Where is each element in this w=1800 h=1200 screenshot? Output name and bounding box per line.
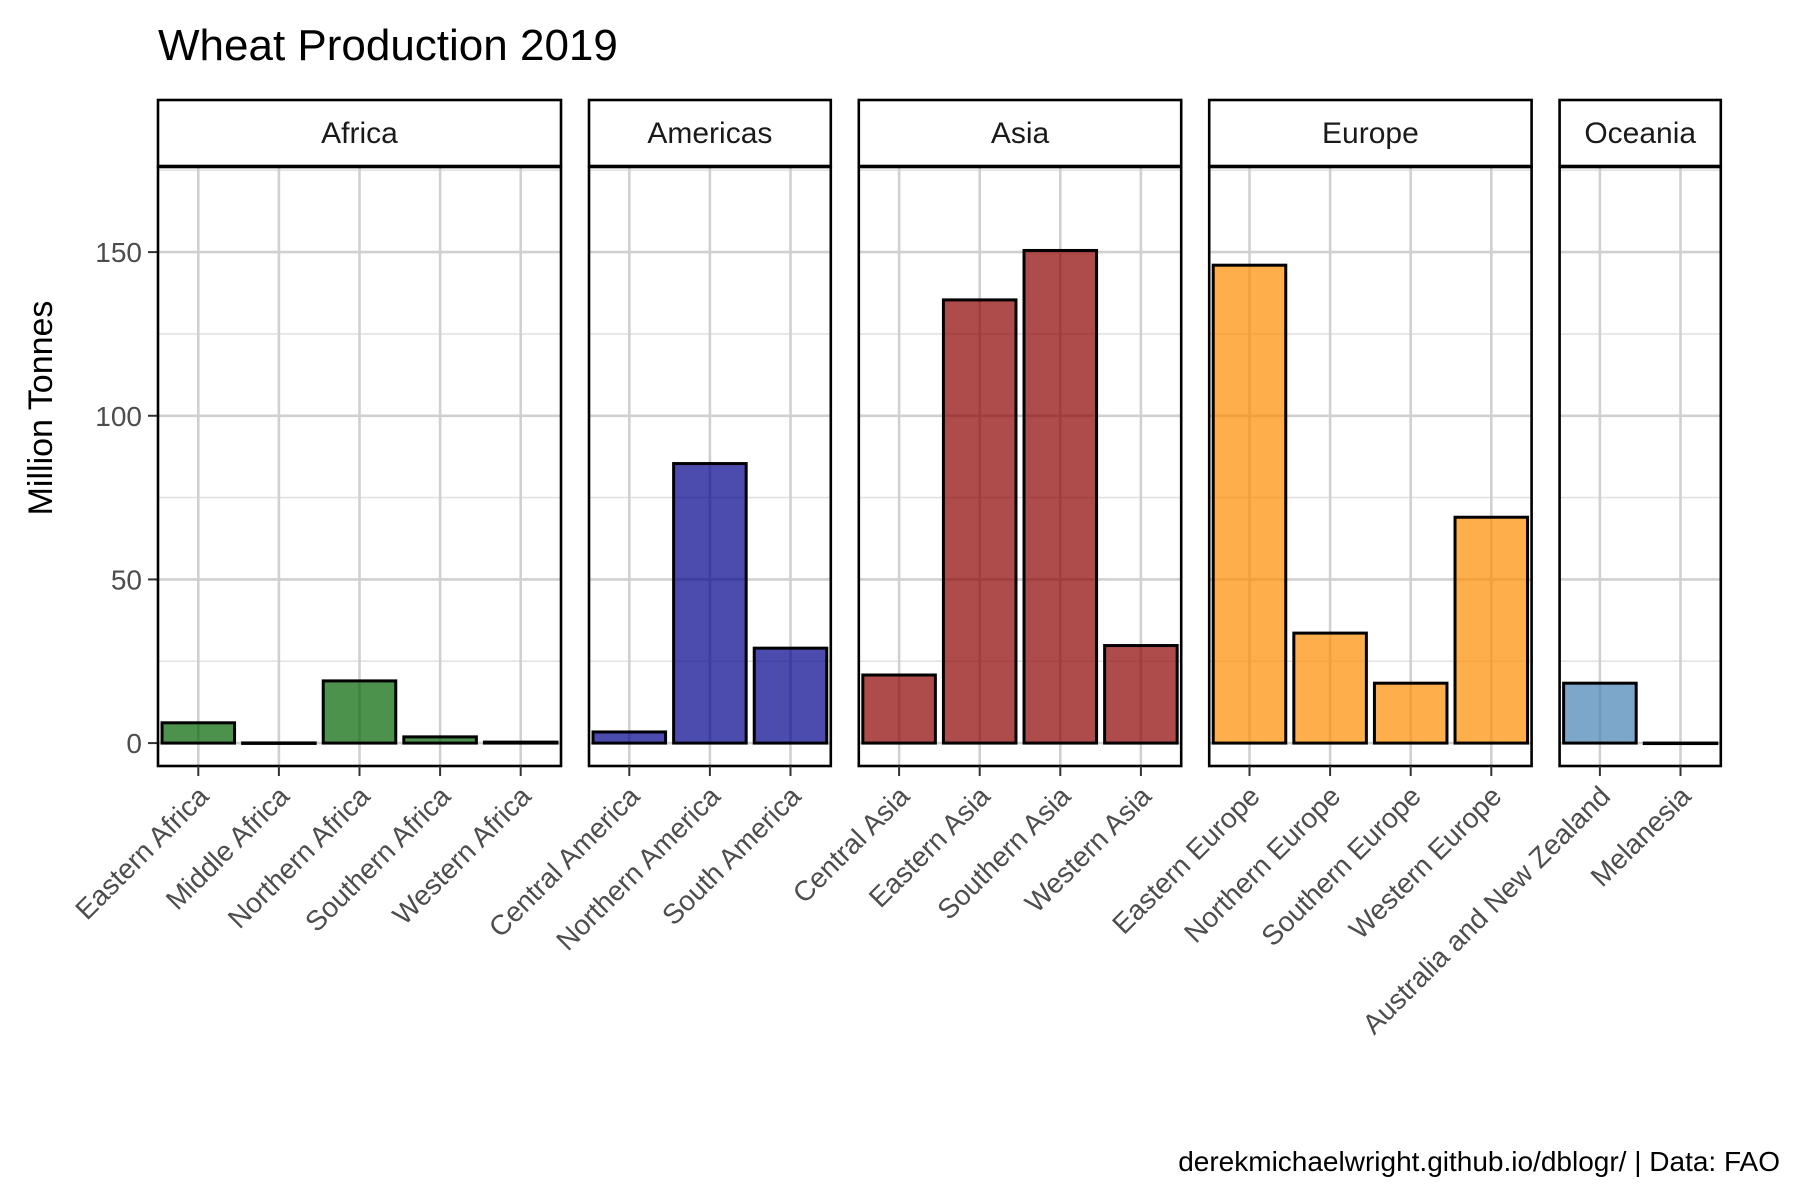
- facet-strip: [857, 98, 1183, 168]
- bar: [1453, 515, 1530, 745]
- facet-strip: [1207, 98, 1533, 168]
- bar: [1642, 741, 1719, 746]
- y-tick-label: 100: [95, 401, 142, 432]
- bar: [402, 735, 478, 745]
- bar: [1211, 263, 1288, 745]
- y-tick-label: 0: [126, 728, 142, 759]
- facet-panel-frame: [857, 165, 1183, 768]
- x-tick-label: Northern Africa: [222, 780, 376, 934]
- facet-strip-label: Europe: [1322, 117, 1419, 150]
- bar: [752, 646, 829, 745]
- bar: [1292, 631, 1368, 745]
- y-tick-label: 50: [111, 564, 142, 595]
- facet-strip-label: Africa: [321, 117, 398, 150]
- bar: [1562, 681, 1638, 745]
- y-axis-label: Million Tonnes: [22, 301, 60, 516]
- chart-caption: derekmichaelwright.github.io/dblogr/ | D…: [1178, 1146, 1780, 1177]
- bar: [241, 741, 317, 745]
- bar: [1372, 681, 1449, 745]
- bar: [591, 730, 668, 745]
- facet-panel-frame: [1207, 165, 1533, 768]
- chart-title: Wheat Production 2019: [158, 21, 618, 70]
- facet-strip-label: Oceania: [1584, 117, 1696, 150]
- bar: [1103, 644, 1179, 745]
- x-tick-label: South America: [656, 780, 807, 931]
- bar: [321, 679, 398, 745]
- bar: [1022, 248, 1099, 745]
- bar: [482, 740, 559, 745]
- facet-strip: [156, 98, 563, 168]
- facet-strip-label: Asia: [991, 117, 1050, 150]
- bar: [160, 721, 237, 745]
- bar: [861, 673, 937, 745]
- facet-panel-frame: [1558, 165, 1723, 768]
- facet-strip-label: Americas: [647, 117, 772, 150]
- x-tick-label: Southern Africa: [299, 780, 457, 938]
- y-axis: 0 50 100 150: [95, 237, 158, 759]
- bar: [941, 298, 1018, 745]
- bar: [672, 462, 748, 745]
- y-tick-label: 150: [95, 237, 142, 268]
